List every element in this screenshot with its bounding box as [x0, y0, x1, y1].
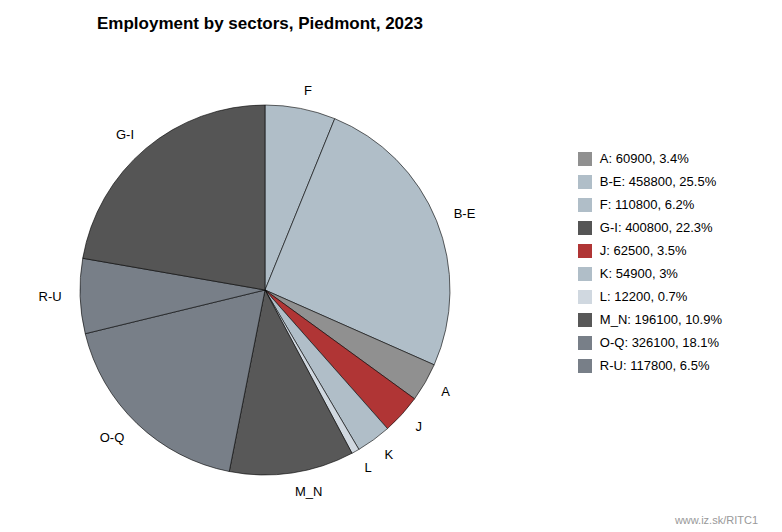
- svg-text:K: K: [385, 447, 394, 462]
- svg-text:F: F: [304, 83, 312, 98]
- svg-text:R-U: R-U: [39, 289, 62, 304]
- html-text:G-I: 400800, 22.3%: G-I: 400800, 22.3%: [599, 220, 713, 235]
- html-text:R-U: 117800, 6.5%: R-U: 117800, 6.5%: [599, 358, 710, 373]
- html-text:O-Q: 326100, 18.1%: O-Q: 326100, 18.1%: [599, 335, 720, 350]
- svg-text:A: A: [441, 384, 450, 399]
- svg-text:J: J: [416, 419, 423, 434]
- svg-text:G-I: G-I: [116, 127, 134, 142]
- html-text:J: 62500, 3.5%: J: 62500, 3.5%: [599, 243, 687, 258]
- html-text:F: 110800, 6.2%: F: 110800, 6.2%: [599, 197, 695, 212]
- html-text:A: 60900, 3.4%: A: 60900, 3.4%: [599, 151, 689, 166]
- svg-text:L: L: [365, 460, 372, 475]
- html-text:www.iz.sk/RITC1: www.iz.sk/RITC1: [674, 514, 758, 526]
- svg-text:M_N: M_N: [295, 484, 322, 499]
- svg-text:O-Q: O-Q: [100, 430, 125, 445]
- html-text:B-E: 458800, 25.5%: B-E: 458800, 25.5%: [599, 174, 717, 189]
- html-text:L: 12200, 0.7%: L: 12200, 0.7%: [599, 289, 688, 304]
- html-text:K: 54900, 3%: K: 54900, 3%: [599, 266, 678, 281]
- html-text:Employment by sectors, Piedmon: Employment by sectors, Piedmont, 2023: [97, 14, 423, 33]
- svg-text:B-E: B-E: [454, 206, 476, 221]
- html-text:M_N: 196100, 10.9%: M_N: 196100, 10.9%: [599, 312, 722, 327]
